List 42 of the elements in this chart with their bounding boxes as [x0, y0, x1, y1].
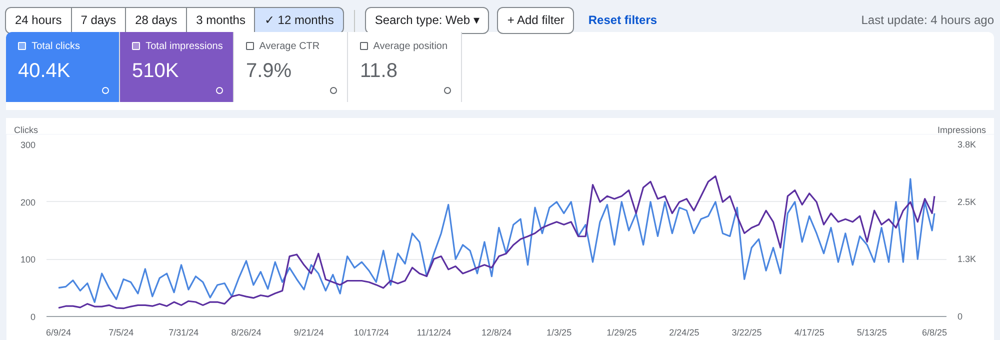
y2-axis-title: Impressions: [937, 124, 986, 137]
x-tick-label: 1/3/25: [546, 328, 572, 338]
text: 7.9%: [245, 59, 293, 84]
y-tick-label: 200: [20, 197, 36, 208]
text: + Add filter: [497, 7, 574, 34]
text: 24 hours: [5, 7, 72, 34]
x-tick-label: 8/26/24: [231, 328, 262, 338]
text: 7 days: [70, 7, 126, 34]
x-tick-label: 3/22/25: [732, 328, 762, 338]
x-tick-label: 6/8/25: [922, 328, 947, 338]
y2-tick-label: 0: [958, 312, 963, 322]
text: ✓ 12 months: [254, 7, 344, 34]
text: Total clicks: [30, 40, 81, 54]
text: Search type: Web ▾: [364, 7, 490, 34]
x-tick-label: 4/17/25: [794, 328, 824, 338]
x-tick-label: 5/13/25: [856, 328, 887, 338]
y-tick-label: 100: [20, 254, 36, 265]
x-tick-label: 1/29/25: [606, 328, 637, 338]
text: 3 months: [186, 7, 256, 34]
text: 11.8: [359, 59, 398, 84]
text: Last update: 4 hours ago: [861, 12, 994, 29]
x-tick-label: 7/5/24: [108, 328, 134, 338]
x-tick-label: 11/12/24: [416, 328, 452, 338]
x-tick-label: 7/31/24: [168, 328, 199, 338]
x-tick-label: 9/21/24: [294, 328, 324, 338]
text: Reset filters: [588, 13, 658, 27]
text: Average position: [372, 40, 449, 54]
y-tick-label: 0: [30, 312, 36, 322]
y2-tick-label: 3.8K: [958, 140, 976, 150]
x-tick-label: 12/8/24: [481, 328, 512, 338]
y-tick-label: 300: [20, 140, 36, 150]
x-tick-label: 10/17/24: [354, 328, 389, 338]
text: Average CTR: [258, 40, 321, 54]
y2-tick-label: 2.5K: [958, 196, 976, 207]
x-tick-label: 6/9/24: [46, 328, 72, 338]
y-axis-title: Clicks: [14, 125, 38, 135]
text: 40.4K: [17, 59, 72, 84]
text: 28 days: [125, 7, 188, 34]
x-tick-label: 2/24/25: [669, 328, 700, 338]
text: 510K: [131, 59, 180, 84]
text: Total impressions: [144, 40, 224, 54]
y2-tick-label: 1.3K: [958, 254, 976, 264]
